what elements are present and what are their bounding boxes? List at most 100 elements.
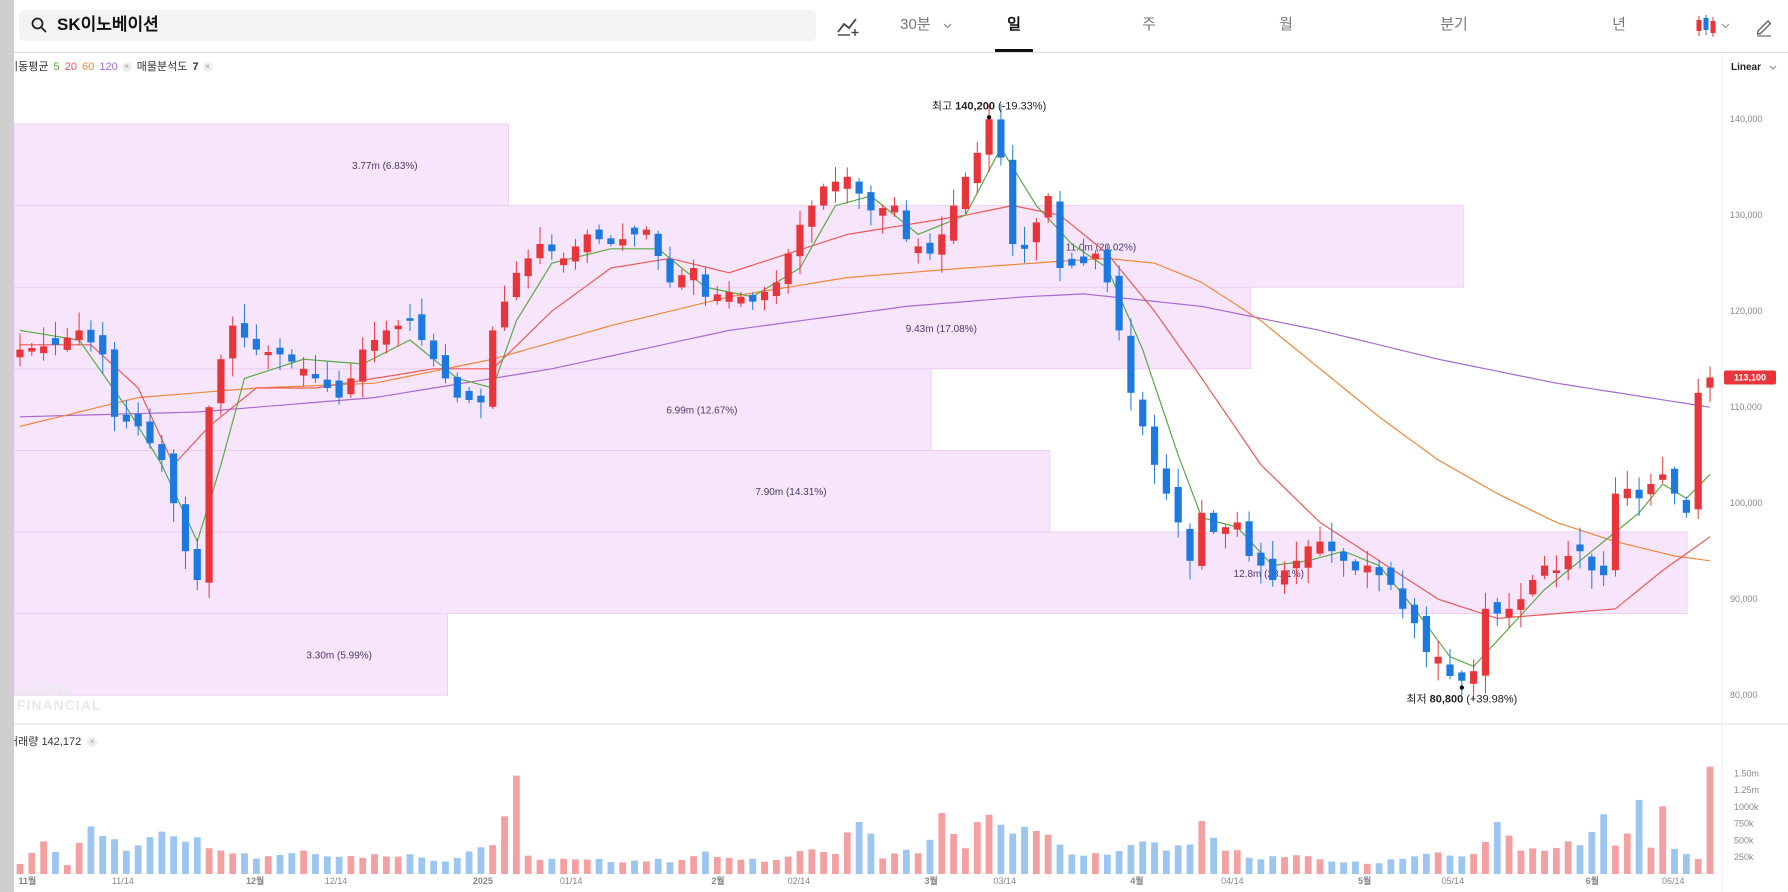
volume-bar [1068,854,1076,874]
volume-profile-label: 6.99m (12.67%) [666,406,737,417]
tab-day[interactable]: 일 [995,0,1033,52]
volume-bar [737,859,745,874]
candle-style-icon[interactable] [1694,13,1734,39]
candle [146,421,154,444]
candle [1458,672,1466,681]
volume-bar [442,861,449,874]
pencil-icon[interactable] [1754,15,1774,37]
candle [158,444,166,460]
search-icon[interactable] [31,17,47,33]
profile-count: 7 [192,61,199,73]
volume-bar [690,856,698,874]
candle [193,548,201,580]
volume-bar [1009,833,1017,874]
naver-financial-watermark: NAVER FINANCIAL [17,684,101,712]
volume-bar [1387,859,1395,874]
candle [1410,604,1419,624]
candle [16,349,24,358]
volume-bar [193,837,201,874]
candle [1103,249,1111,283]
candle [583,234,591,253]
candle [181,504,190,552]
candle [300,368,308,376]
x-tick-label: 4월 [1130,875,1143,886]
x-tick-label: 2025 [473,876,493,886]
y-tick-label: 130,000 [1730,210,1763,220]
candle [1127,335,1135,393]
volume-bar [430,860,438,874]
candle [1422,615,1430,652]
chart-type-line-icon[interactable] [836,14,862,38]
volume-tick-label: 1.50m [1734,768,1759,778]
candle [229,325,237,359]
chart-toolbar: SK이노베이션 30분 일 주 월 분기 년 [14,0,1788,53]
interval-label: 30분 [900,16,931,33]
tab-quarter[interactable]: 분기 [1440,16,1468,33]
candle [595,229,603,240]
candle [1186,528,1194,561]
candle [40,346,48,354]
volume-bar [276,854,284,874]
candle [323,379,331,388]
candle [879,208,887,216]
volume-bar [879,858,887,874]
candle [1162,468,1170,494]
remove-ma-icon[interactable]: × [121,62,132,72]
candle [902,210,910,240]
stock-name[interactable]: SK이노베이션 [57,15,159,34]
volume-bar [134,845,142,874]
candle [820,186,828,206]
volume-bar [1458,856,1466,874]
volume-bar [1694,859,1702,874]
volume-bar [867,833,875,874]
candle [749,294,757,302]
volume-bar [713,856,721,874]
volume-bar [170,836,178,874]
candle [1115,275,1123,331]
candle [418,314,426,340]
remove-volume-icon[interactable]: × [87,737,98,747]
volume-bar [406,854,414,874]
candle [477,395,485,403]
watermark-line-1: NAVER [17,683,70,699]
tab-week[interactable]: 주 [1142,16,1156,33]
candle [1706,377,1714,388]
candle [619,239,627,246]
candle [1517,599,1525,610]
volume-bar [702,851,709,874]
max-price-annotation: 최고 140,200 (-19.33%) [932,99,1046,112]
scale-type-dropdown[interactable]: Linear [1731,62,1777,73]
volume-bar [63,865,71,874]
candle [1020,244,1029,249]
volume-bar [1517,850,1525,874]
volume-bar [241,853,248,874]
volume-bar [749,858,757,874]
chevron-down-icon [943,23,952,29]
volume-bar [572,859,579,874]
volume-bar [1056,844,1064,874]
volume-bar [1328,861,1336,874]
volume-bar [1505,835,1513,874]
volume-bar [1352,861,1359,874]
stock-search-box[interactable]: SK이노베이션 [19,10,816,41]
price-chart[interactable]: 3.30m (5.99%) 12.8m (23.11%) 7.90m (14.31%… [14,0,1788,892]
volume-bar [950,833,958,874]
tab-year[interactable]: 년 [1612,16,1626,33]
volume-bar [1245,857,1253,874]
volume-bar [1021,826,1028,874]
volume-bar [1340,862,1348,874]
volume-profile-band [14,123,509,206]
candle [1257,552,1265,566]
volume-bar [453,857,461,874]
candle [1659,474,1667,480]
volume-bar [1257,859,1265,874]
candle [1280,570,1289,585]
volume-bar [122,850,130,874]
remove-profile-icon[interactable]: × [202,62,213,72]
tab-month[interactable]: 월 [1279,16,1293,33]
volume-bar [1576,845,1584,874]
interval-dropdown[interactable]: 30분 [891,0,961,52]
candle [1198,512,1206,566]
candle [1540,565,1549,576]
volume-bar [772,860,780,874]
